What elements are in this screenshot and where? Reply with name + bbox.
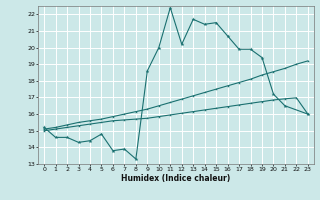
X-axis label: Humidex (Indice chaleur): Humidex (Indice chaleur) [121, 174, 231, 183]
